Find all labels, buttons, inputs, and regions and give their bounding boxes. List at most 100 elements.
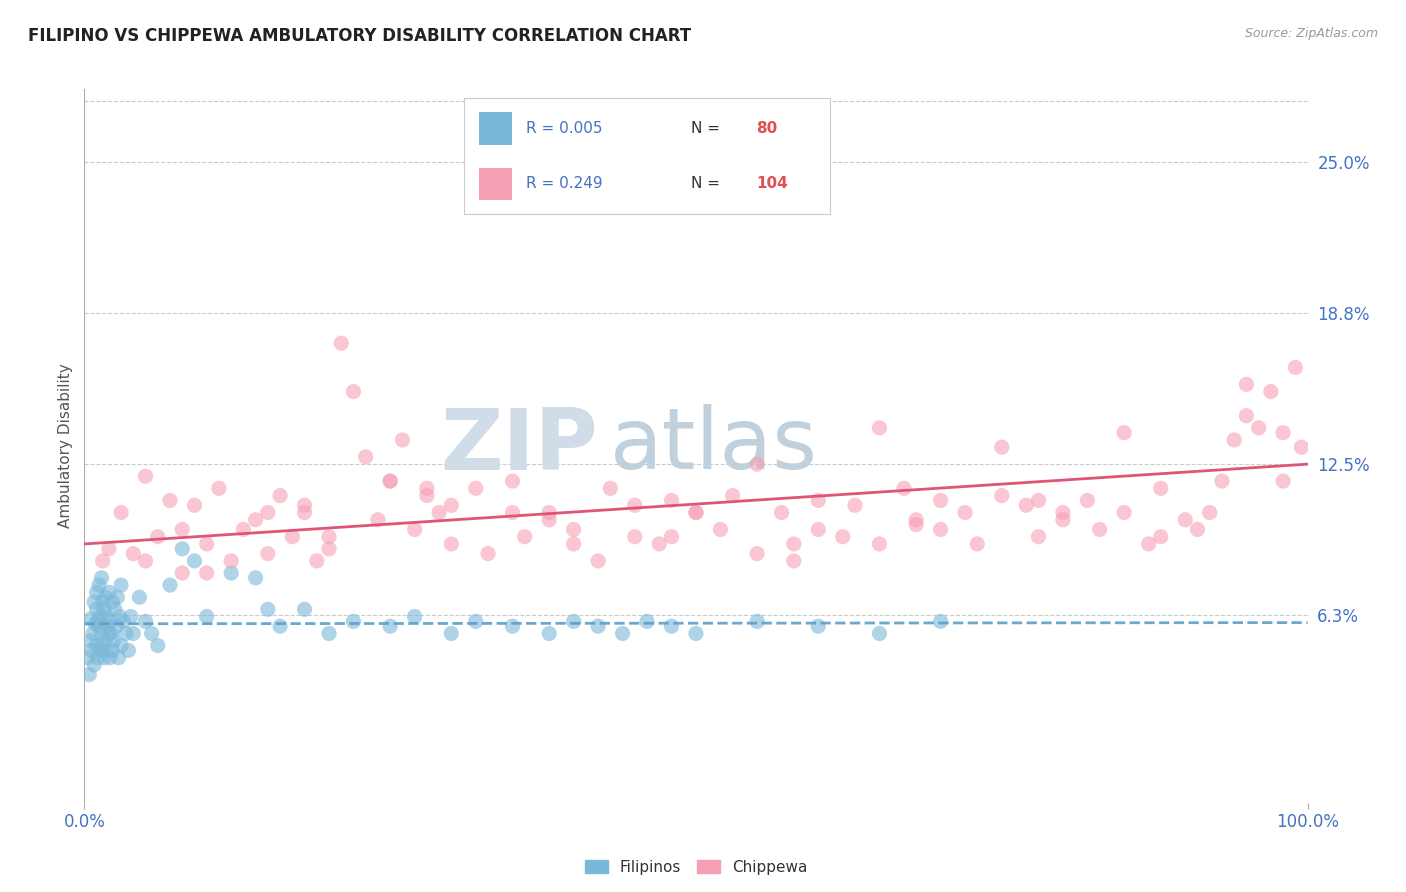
Point bbox=[94, 590, 117, 604]
Point bbox=[1137, 537, 1160, 551]
Point bbox=[648, 537, 671, 551]
Point bbox=[929, 493, 952, 508]
Point bbox=[586, 554, 609, 568]
Point bbox=[281, 530, 304, 544]
Point bbox=[103, 633, 125, 648]
Point bbox=[380, 474, 402, 488]
Point bbox=[105, 590, 128, 604]
Point bbox=[1291, 440, 1313, 454]
Point bbox=[966, 537, 988, 551]
Point bbox=[172, 523, 194, 537]
Point bbox=[183, 554, 205, 568]
Point bbox=[391, 433, 413, 447]
Point bbox=[685, 626, 707, 640]
Text: FILIPINO VS CHIPPEWA AMBULATORY DISABILITY CORRELATION CHART: FILIPINO VS CHIPPEWA AMBULATORY DISABILI… bbox=[28, 27, 692, 45]
Point bbox=[538, 626, 561, 640]
Point bbox=[1052, 513, 1074, 527]
Point bbox=[404, 609, 426, 624]
Point bbox=[586, 619, 609, 633]
Point bbox=[80, 643, 103, 657]
Point bbox=[1198, 506, 1220, 520]
Point bbox=[807, 523, 830, 537]
Point bbox=[101, 643, 124, 657]
Point bbox=[807, 493, 830, 508]
Point bbox=[513, 530, 536, 544]
Point bbox=[869, 537, 891, 551]
Point bbox=[1234, 409, 1257, 423]
Point bbox=[318, 541, 340, 556]
Point bbox=[219, 566, 242, 580]
Point bbox=[1015, 498, 1038, 512]
Point bbox=[269, 619, 291, 633]
Point bbox=[1272, 425, 1295, 440]
Point bbox=[257, 547, 280, 561]
Point bbox=[501, 619, 523, 633]
Point bbox=[98, 650, 121, 665]
Point bbox=[159, 578, 181, 592]
Point bbox=[245, 571, 267, 585]
Point bbox=[440, 498, 463, 512]
Point bbox=[562, 615, 585, 629]
Point bbox=[1260, 384, 1282, 399]
Point bbox=[1114, 425, 1136, 440]
Point bbox=[219, 554, 242, 568]
FancyBboxPatch shape bbox=[478, 112, 512, 145]
Y-axis label: Ambulatory Disability: Ambulatory Disability bbox=[58, 364, 73, 528]
Point bbox=[87, 615, 110, 629]
Point bbox=[1284, 360, 1306, 375]
Point bbox=[464, 615, 486, 629]
Point bbox=[501, 506, 523, 520]
Point bbox=[1052, 506, 1074, 520]
Point bbox=[1272, 474, 1295, 488]
Point bbox=[427, 506, 450, 520]
Point bbox=[146, 639, 169, 653]
Point bbox=[1114, 506, 1136, 520]
Point bbox=[783, 554, 806, 568]
Point bbox=[93, 650, 115, 665]
Point bbox=[1150, 530, 1173, 544]
Text: ZIP: ZIP bbox=[440, 404, 598, 488]
Point bbox=[685, 506, 707, 520]
Point bbox=[1150, 481, 1173, 495]
Point bbox=[477, 547, 499, 561]
Point bbox=[305, 554, 328, 568]
Point bbox=[905, 513, 928, 527]
Point bbox=[721, 489, 744, 503]
Point bbox=[318, 626, 340, 640]
Point bbox=[89, 643, 111, 657]
Point bbox=[83, 595, 105, 609]
Point bbox=[77, 650, 100, 665]
Point bbox=[232, 523, 254, 537]
Point bbox=[440, 626, 463, 640]
Point bbox=[1028, 493, 1050, 508]
Point bbox=[257, 506, 280, 520]
Point bbox=[110, 506, 132, 520]
Point bbox=[79, 633, 101, 648]
Point bbox=[747, 547, 769, 561]
Point bbox=[183, 498, 205, 512]
Point bbox=[141, 626, 163, 640]
Point bbox=[929, 523, 952, 537]
Point bbox=[440, 537, 463, 551]
Point bbox=[367, 513, 389, 527]
Point bbox=[135, 469, 157, 483]
Point bbox=[538, 513, 561, 527]
Text: Source: ZipAtlas.com: Source: ZipAtlas.com bbox=[1244, 27, 1378, 40]
Point bbox=[807, 619, 830, 633]
Point bbox=[107, 650, 129, 665]
Point bbox=[257, 602, 280, 616]
Point bbox=[94, 633, 117, 648]
Point bbox=[1088, 523, 1111, 537]
Point bbox=[624, 498, 647, 512]
Point bbox=[100, 626, 122, 640]
Point bbox=[122, 626, 145, 640]
Point bbox=[354, 450, 377, 464]
Point bbox=[87, 619, 110, 633]
Point bbox=[269, 489, 291, 503]
Point bbox=[135, 615, 157, 629]
Point bbox=[953, 506, 976, 520]
Point bbox=[831, 530, 853, 544]
Point bbox=[97, 585, 120, 599]
Point bbox=[87, 650, 110, 665]
Point bbox=[96, 609, 118, 624]
